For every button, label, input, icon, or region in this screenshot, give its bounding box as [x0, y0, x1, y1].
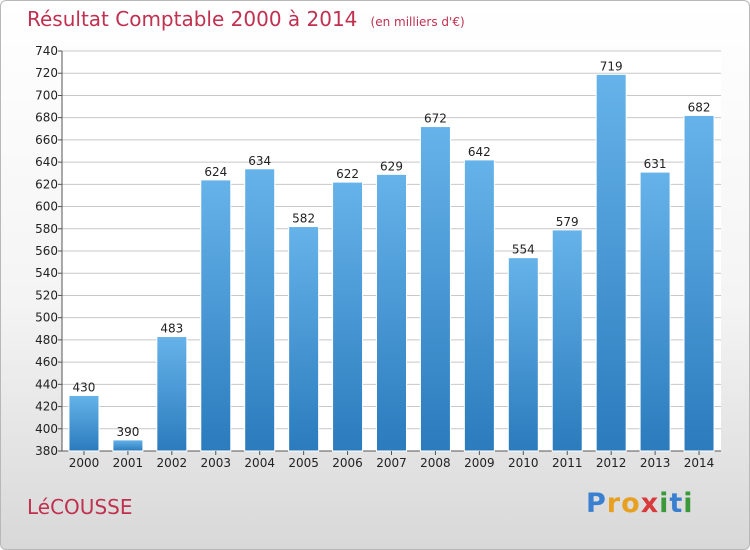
bar	[419, 126, 451, 452]
x-tick-label: 2008	[420, 456, 451, 470]
x-tick-label: 2003	[200, 456, 231, 470]
bar	[683, 114, 715, 452]
bar	[639, 171, 671, 452]
x-tick-label: 2004	[244, 456, 275, 470]
y-tick-label: 480	[35, 333, 58, 347]
data-label: 579	[556, 215, 579, 229]
data-label: 642	[468, 145, 491, 159]
logo-letter: i	[659, 488, 670, 519]
logo-letter: t	[669, 488, 684, 519]
y-tick-label: 420	[35, 400, 58, 414]
bar	[68, 394, 100, 452]
bar	[244, 168, 276, 452]
data-label: 582	[292, 212, 315, 226]
data-label: 719	[600, 59, 623, 73]
data-label: 629	[380, 159, 403, 173]
bar	[463, 159, 495, 452]
y-tick-label: 380	[35, 444, 58, 458]
y-tick-label: 700	[35, 88, 58, 102]
x-tick-label: 2007	[376, 456, 407, 470]
x-tick-label: 2005	[288, 456, 319, 470]
logo-letter: o	[621, 488, 641, 519]
y-tick-label: 680	[35, 111, 58, 125]
commune-name: LéCOUSSE	[27, 495, 133, 519]
bar	[551, 229, 583, 452]
data-label: 483	[160, 322, 183, 336]
y-tick-label: 620	[35, 177, 58, 191]
x-tick-label: 2001	[113, 456, 144, 470]
data-label: 622	[336, 167, 359, 181]
x-tick-label: 2012	[596, 456, 627, 470]
chart-subtitle: (en milliers d'€)	[370, 15, 465, 29]
x-tick-label: 2011	[552, 456, 583, 470]
logo-letter: r	[606, 488, 622, 519]
data-label: 554	[512, 243, 535, 257]
bar	[332, 181, 364, 452]
y-tick-label: 440	[35, 377, 58, 391]
proxiti-logo[interactable]: Proxiti	[586, 488, 694, 519]
bar	[595, 73, 627, 452]
bar	[112, 439, 144, 452]
bar	[507, 257, 539, 452]
data-label: 430	[73, 380, 96, 394]
data-label: 624	[204, 165, 227, 179]
chart-title: Résultat Comptable 2000 à 2014	[27, 7, 358, 31]
y-tick-label: 580	[35, 222, 58, 236]
x-tick-label: 2000	[69, 456, 100, 470]
x-tick-label: 2006	[332, 456, 363, 470]
x-tick-label: 2010	[508, 456, 539, 470]
y-tick-label: 460	[35, 355, 58, 369]
chart-header: Résultat Comptable 2000 à 2014 (en milli…	[27, 7, 465, 31]
data-label: 390	[116, 425, 139, 439]
y-tick-label: 640	[35, 155, 58, 169]
data-label: 631	[644, 157, 667, 171]
data-label: 672	[424, 112, 447, 126]
y-tick-label: 560	[35, 244, 58, 258]
y-tick-label: 400	[35, 422, 58, 436]
bar	[288, 226, 320, 452]
y-tick-label: 740	[35, 44, 58, 58]
y-tick-label: 720	[35, 66, 58, 80]
data-label: 634	[248, 154, 271, 168]
data-label: 682	[688, 100, 711, 114]
x-tick-label: 2013	[640, 456, 671, 470]
bar	[200, 179, 232, 452]
y-tick-label: 520	[35, 288, 58, 302]
bar	[376, 173, 407, 452]
x-tick-label: 2002	[157, 456, 188, 470]
logo-letter: i	[683, 488, 694, 519]
y-tick-label: 540	[35, 266, 58, 280]
x-tick-label: 2009	[464, 456, 495, 470]
y-tick-label: 660	[35, 133, 58, 147]
y-tick-label: 600	[35, 200, 58, 214]
bar	[156, 336, 188, 452]
logo-letter: x	[640, 488, 660, 519]
x-tick-label: 2014	[684, 456, 715, 470]
y-tick-label: 500	[35, 311, 58, 325]
logo-letter: P	[586, 488, 607, 519]
